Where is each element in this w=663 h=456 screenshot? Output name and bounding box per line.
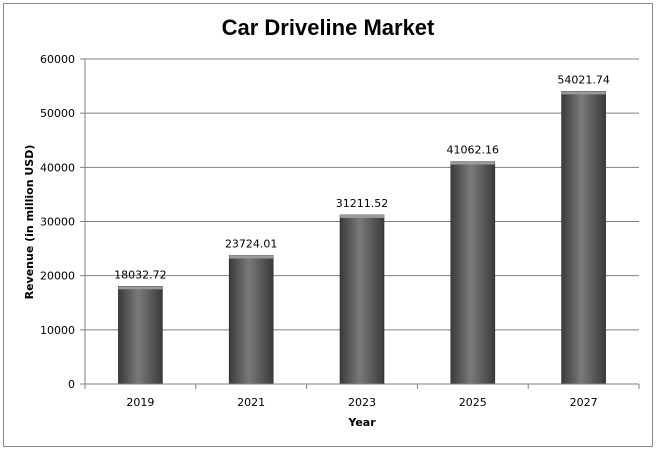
data-labels: 18032.72 23724.01 31211.52 41062.16 54021.74 — [114, 73, 610, 281]
y-axis-tick-labels: 0 10000 20000 30000 40000 50000 60000 — [40, 53, 85, 391]
data-label: 54021.74 — [557, 73, 610, 86]
data-label: 23724.01 — [225, 237, 278, 250]
data-label: 41062.16 — [447, 144, 500, 157]
bar-2025 — [450, 161, 496, 385]
y-tick-label: 10000 — [40, 324, 75, 337]
x-tick-label: 2019 — [126, 396, 154, 409]
bar-2019 — [118, 286, 163, 385]
y-tick-label: 40000 — [40, 161, 75, 174]
gridlines — [85, 58, 639, 331]
y-tick-label: 30000 — [40, 216, 75, 229]
y-tick-label: 0 — [68, 378, 75, 391]
y-tick-label: 20000 — [40, 270, 75, 283]
x-tick-label: 2027 — [570, 396, 598, 409]
bars — [118, 91, 606, 385]
x-tick-label: 2023 — [348, 396, 376, 409]
chart-frame — [3, 3, 653, 447]
chart-title: Car Driveline Market — [222, 15, 435, 40]
x-tick-label: 2021 — [237, 396, 265, 409]
y-tick-label: 50000 — [40, 107, 75, 120]
bar-cap-2027 — [561, 91, 606, 95]
x-tick-label: 2025 — [459, 396, 487, 409]
x-axis-tick-labels: 2019 2021 2023 2025 2027 — [84, 384, 640, 409]
y-axis-title: Revenue (in million USD) — [23, 145, 36, 300]
bar-cap-2025 — [450, 161, 495, 165]
bar-cap-2023 — [340, 214, 384, 218]
data-label: 31211.52 — [336, 197, 389, 210]
bar-2023 — [339, 214, 385, 385]
bar-2021 — [228, 255, 274, 385]
y-tick-label: 60000 — [40, 53, 75, 66]
bar-cap-2019 — [118, 286, 163, 290]
data-label: 18032.72 — [114, 268, 167, 281]
bar-2027 — [561, 91, 606, 385]
bar-cap-2021 — [229, 255, 274, 259]
x-axis-title: Year — [347, 416, 376, 429]
